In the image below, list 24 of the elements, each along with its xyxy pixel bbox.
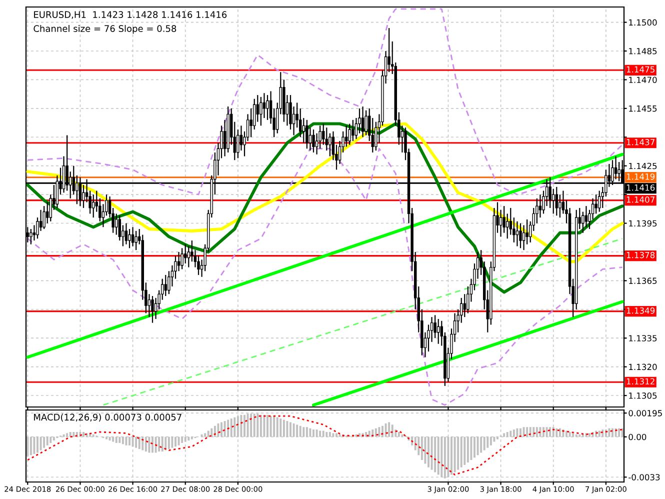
y-tick-label: 1.1470 (629, 76, 657, 84)
y-tick-label: 1.1425 (629, 162, 657, 170)
ref-line-label: 1.1419 (626, 173, 655, 180)
y-tick-label: 1.1305 (629, 392, 657, 399)
ref-line-label: 1.1407 (626, 196, 654, 203)
ref-line-label: 1.1437 (626, 139, 654, 146)
ref-line-label: 1.1349 (626, 307, 655, 314)
chart-title: EURUSD,H1 1.1423 1.1428 1.1416 1.1416 (34, 11, 227, 19)
ref-line-label: 1.1378 (626, 252, 655, 258)
y-tick-label: 1.1365 (629, 278, 657, 284)
ref-line-label: 1.1475 (626, 66, 654, 73)
y-tick-label: 0.00 (628, 434, 646, 440)
y-tick-label: 1.1320 (629, 364, 657, 370)
y-tick-label: 1.1335 (629, 335, 657, 342)
y-tick-label: 0.00195 (628, 410, 662, 416)
y-tick-label: 1.1455 (629, 106, 657, 112)
text: Channel size = 76 Slope = 0.58 (34, 25, 176, 34)
y-tick-label: -0.0033 (628, 474, 660, 480)
chart-title: MACD(12,26,9) 0.00073 0.00057 (34, 414, 182, 422)
y-tick-label: 1.1500 (629, 19, 657, 26)
y-tick-label: 1.1485 (629, 48, 657, 54)
ref-line-label: 1.1416 (626, 184, 655, 191)
ref-line-label: 1.1312 (626, 378, 654, 385)
y-tick-label: 1.1395 (629, 220, 657, 227)
